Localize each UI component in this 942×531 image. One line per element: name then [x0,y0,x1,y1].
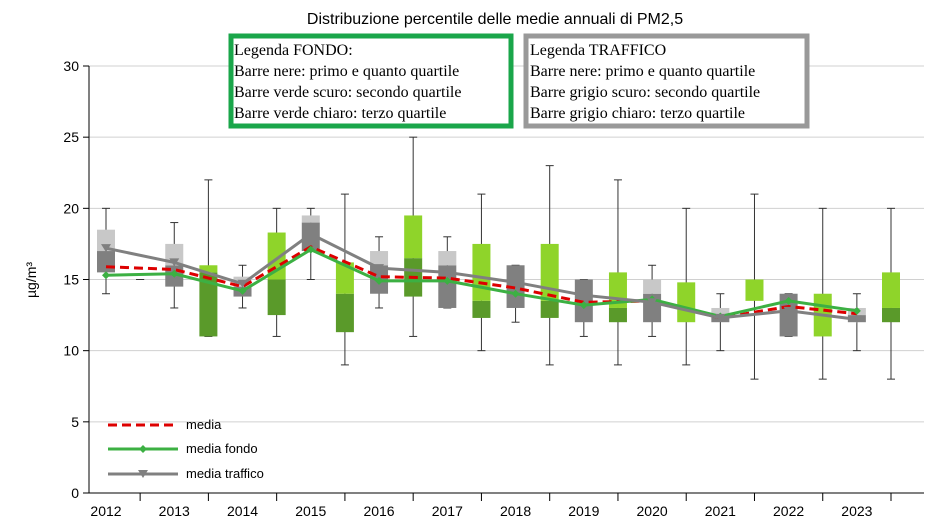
point-media-traffico-2021 [715,313,726,322]
point-media-traffico-2016 [374,264,385,273]
box-fondo-2-q2-box [267,279,286,316]
boxplots [97,136,900,380]
box-fondo-5-q3-box [472,243,491,301]
legend-media-fondo-label: media fondo [186,441,258,456]
legend-traffico-title: Legenda TRAFFICO [530,42,666,59]
x-tick-label-2014: 2014 [227,503,258,519]
box-traffico-2020-q3-box [643,279,662,294]
box-fondo-7-q2-box [608,307,627,323]
point-media-traffico-2018 [510,278,521,287]
chart-title: Distribuzione percentile delle medie ann… [307,11,683,28]
point-media-traffico-2013 [169,258,180,267]
point-media-traffico-2015 [305,229,316,238]
box-fondo-3-q3-box [335,262,354,294]
legend-fondo-line-1: Barre nere: primo e quanto quartile [234,63,459,80]
x-tick-label-2018: 2018 [500,503,531,519]
box-traffico-2015-q3-box [301,215,320,223]
legend-fondo-box: Legenda FONDO: Barre nere: primo e quant… [228,33,514,129]
point-media-traffico-2012 [101,244,111,253]
point-media-fondo-2016 [375,276,384,285]
box-fondo-6-q2-box [540,300,559,318]
legend-traffico-box: Legenda TRAFFICO Barre nere: primo e qua… [523,33,810,129]
box-fondo-11-q2-box [882,307,900,323]
legend-traffico-line-2: Barre grigio scuro: secondo quartile [530,84,760,101]
point-media-fondo-2012 [102,271,110,280]
y-tick-label-30: 30 [63,58,79,74]
y-tick-label-0: 0 [71,485,79,501]
legend-traffico-line-3: Barre grigio chiaro: terzo quartile [530,105,745,122]
point-media-traffico-2022 [783,306,794,315]
point-media-traffico-2017 [442,268,453,277]
box-traffico-2022-q2-box [779,293,798,337]
x-tick-label-2012: 2012 [90,503,121,519]
box-fondo-3-q2-box [335,293,354,333]
box-traffico-2017-q2-box [438,265,457,308]
x-tick-label-2023: 2023 [841,503,872,519]
axes [88,66,924,494]
x-tick-label-2013: 2013 [159,503,190,519]
point-media-fondo-2018 [511,289,520,298]
legend-media-traffico-label: media traffico [186,466,264,481]
series-lines [101,229,862,324]
point-media-fondo-2013 [170,269,179,278]
box-fondo-8-q3-box [677,282,696,323]
point-media-fondo-2017 [443,276,452,285]
point-media-fondo-2014 [238,286,247,295]
box-fondo-1-q2-box [199,272,218,337]
legend-fondo-title: Legenda FONDO: [234,42,353,59]
y-tick-label-25: 25 [63,129,79,145]
x-tick-label-2021: 2021 [705,503,736,519]
box-fondo-5-q2-box [472,300,491,318]
y-tick-label-10: 10 [63,343,79,359]
x-tick-label-2019: 2019 [568,503,599,519]
box-fondo-11-q3-box [882,272,900,308]
line-media-fondo [105,247,858,319]
box-fondo-4-q3-box [404,215,423,259]
point-media-fondo-2015 [306,245,315,254]
box-traffico-2012-q3-box [97,229,115,252]
box-traffico-2012-q2-box [97,251,115,273]
point-media-traffico-2020 [647,298,658,307]
x-tick-label-2016: 2016 [363,503,394,519]
x-tick-label-2022: 2022 [773,503,804,519]
legend-media-traffico-marker [138,470,148,478]
series-legend: media media fondo media traffico [108,417,264,481]
y-tick-labels: 0 5 10 15 20 25 30 [63,58,79,501]
x-tick-label-2020: 2020 [637,503,668,519]
y-tick-label-20: 20 [63,200,79,216]
box-traffico-2016-q3-box [370,251,389,266]
point-media-fondo-2019 [579,301,588,310]
line-media-traffico [105,232,858,321]
point-media-traffico-2019 [578,291,589,300]
legend-traffico-line-1: Barre nere: primo e quanto quartile [530,63,755,80]
x-tick-label-2017: 2017 [432,503,463,519]
legend-fondo-line-3: Barre verde chiaro: terzo quartile [234,105,446,122]
box-traffico-2018-q2-box [506,265,525,308]
point-media-traffico-2023 [851,315,862,324]
y-axis-label: µg/m³ [23,262,39,298]
point-media-fondo-2023 [852,306,861,315]
legend-media-label: media [186,417,222,432]
y-tick-label-15: 15 [63,272,79,288]
box-fondo-1-q3-box [199,265,218,273]
x-tick-labels: 2012 2013 2014 2015 2016 2017 2018 2019 2020 2021… [90,503,872,519]
x-tick-label-2015: 2015 [295,503,326,519]
box-traffico-2021-q3-box [711,307,730,316]
box-traffico-2017-q3-box [438,251,457,266]
point-media-traffico-2014 [237,279,248,288]
legend-fondo-line-2: Barre verde scuro: secondo quartile [234,84,461,101]
box-fondo-6-q3-box [540,243,559,301]
legend-media-fondo-marker [139,445,147,453]
y-tick-label-5: 5 [71,414,79,430]
point-media-fondo-2022 [784,296,793,305]
box-fondo-9-q3-box [745,279,764,301]
